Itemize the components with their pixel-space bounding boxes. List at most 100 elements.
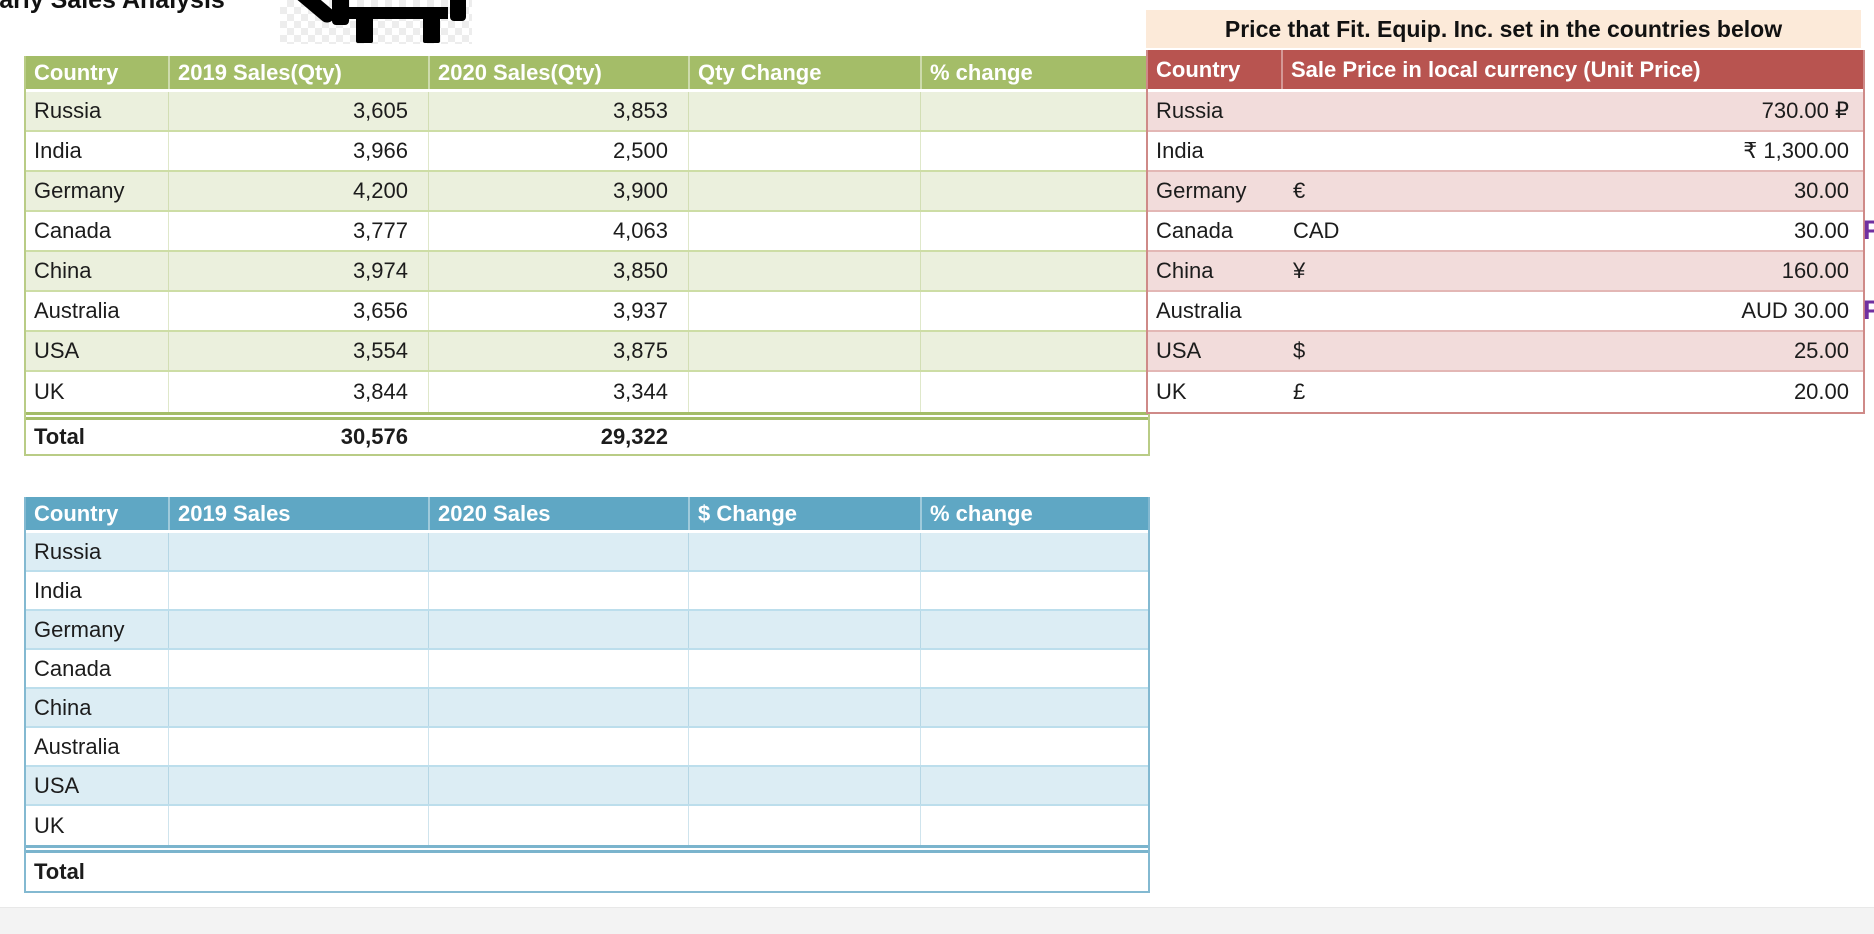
cell-pct-change[interactable] [920, 533, 1142, 570]
column-header-2020-sales-qty[interactable]: 2020 Sales(Qty) [428, 56, 688, 89]
cell-pct-change[interactable] [920, 372, 1142, 412]
cell-dollar-change[interactable] [688, 572, 920, 609]
cell-unit-price[interactable]: 730.00 ₽ [1281, 92, 1859, 130]
cell-country[interactable]: USA [34, 772, 80, 798]
cell-2019-sales[interactable] [168, 572, 428, 609]
fitness-equipment-icon[interactable] [280, 0, 472, 44]
cell-country[interactable]: Canada [1156, 218, 1234, 243]
cell-2020-sales[interactable] [428, 728, 688, 765]
cell-total-2020-sales[interactable] [428, 853, 688, 891]
cell-dollar-change[interactable] [688, 611, 920, 648]
cell-2020-qty[interactable]: 3,937 [428, 292, 688, 330]
cell-2020-sales[interactable] [428, 689, 688, 726]
cell-country[interactable]: UK [1156, 379, 1187, 404]
cell-2020-sales[interactable] [428, 533, 688, 570]
cell-2020-sales[interactable] [428, 767, 688, 804]
cell-2019-sales[interactable] [168, 611, 428, 648]
cell-country[interactable]: Germany [1156, 178, 1247, 203]
cell-qty-change[interactable] [688, 252, 920, 290]
cell-pct-change[interactable] [920, 611, 1142, 648]
column-header-country[interactable]: Country [34, 500, 119, 526]
column-header-2020-sales[interactable]: 2020 Sales [428, 497, 688, 530]
cell-2020-qty[interactable]: 3,853 [428, 92, 688, 130]
cell-qty-change[interactable] [688, 292, 920, 330]
cell-country[interactable]: India [34, 138, 82, 163]
cell-2019-sales[interactable] [168, 728, 428, 765]
cell-country[interactable]: China [1156, 258, 1214, 283]
cell-pct-change[interactable] [920, 132, 1142, 170]
column-header-2019-sales[interactable]: 2019 Sales [168, 497, 428, 530]
cell-pct-change[interactable] [920, 92, 1142, 130]
cell-unit-price[interactable]: £ 20.00 [1281, 372, 1859, 412]
cell-2019-qty[interactable]: 3,656 [168, 292, 428, 330]
column-header-qty-change[interactable]: Qty Change [688, 56, 920, 89]
cell-2020-sales[interactable] [428, 611, 688, 648]
cell-pct-change[interactable] [920, 689, 1142, 726]
cell-2019-sales[interactable] [168, 689, 428, 726]
cell-country[interactable]: USA [1156, 338, 1202, 363]
cell-total-2019-qty[interactable]: 30,576 [340, 424, 408, 449]
cell-country[interactable]: Russia [34, 98, 102, 123]
cell-2019-sales[interactable] [168, 767, 428, 804]
cell-country[interactable]: Germany [34, 178, 125, 203]
cell-total-2020-qty[interactable]: 29,322 [600, 424, 668, 449]
cell-total-pct-change[interactable] [920, 853, 1142, 891]
cell-2020-qty[interactable]: 3,875 [428, 332, 688, 370]
cell-total-pct-change[interactable] [920, 420, 1142, 454]
cell-2019-sales[interactable] [168, 533, 428, 570]
cell-pct-change[interactable] [920, 650, 1142, 687]
cell-2020-qty[interactable]: 4,063 [428, 212, 688, 250]
column-header-pct-change[interactable]: % change [920, 497, 1142, 530]
cell-qty-change[interactable] [688, 372, 920, 412]
cell-dollar-change[interactable] [688, 533, 920, 570]
cell-unit-price[interactable]: € 30.00 [1281, 172, 1859, 210]
cell-2019-qty[interactable]: 3,844 [168, 372, 428, 412]
column-header-sale-price[interactable]: Sale Price in local currency (Unit Price… [1281, 50, 1859, 89]
cell-country[interactable]: Australia [34, 733, 120, 759]
cell-unit-price[interactable]: AUD 30.00 [1281, 292, 1859, 330]
cell-unit-price[interactable]: ¥ 160.00 [1281, 252, 1859, 290]
cell-pct-change[interactable] [920, 332, 1142, 370]
cell-country[interactable]: Germany [34, 616, 125, 642]
column-header-pct-change[interactable]: % change [920, 56, 1142, 89]
cell-total-dollar-change[interactable] [688, 853, 920, 891]
cell-unit-price[interactable]: ₹ 1,300.00 [1281, 132, 1859, 170]
cell-pct-change[interactable] [920, 292, 1142, 330]
cell-country[interactable]: UK [34, 379, 65, 404]
cell-pct-change[interactable] [920, 212, 1142, 250]
cell-2019-sales[interactable] [168, 650, 428, 687]
cell-2020-sales[interactable] [428, 806, 688, 845]
cell-total-qty-change[interactable] [688, 420, 920, 454]
cell-pct-change[interactable] [920, 172, 1142, 210]
cell-country[interactable]: Canada [34, 655, 112, 681]
cell-2019-qty[interactable]: 3,605 [168, 92, 428, 130]
cell-country[interactable]: India [1156, 138, 1204, 163]
cell-pct-change[interactable] [920, 767, 1142, 804]
cell-total-label[interactable]: Total [34, 859, 85, 884]
cell-dollar-change[interactable] [688, 689, 920, 726]
cell-qty-change[interactable] [688, 172, 920, 210]
column-header-country[interactable]: Country [34, 59, 119, 85]
cell-total-2019-sales[interactable] [168, 853, 428, 891]
column-header-dollar-change[interactable]: $ Change [688, 497, 920, 530]
cell-unit-price[interactable]: CAD 30.00 [1281, 212, 1859, 250]
cell-2019-qty[interactable]: 3,966 [168, 132, 428, 170]
cell-pct-change[interactable] [920, 728, 1142, 765]
column-header-country[interactable]: Country [1156, 56, 1241, 82]
cell-total-label[interactable]: Total [34, 424, 85, 449]
cell-pct-change[interactable] [920, 252, 1142, 290]
cell-country[interactable]: Canada [34, 218, 112, 243]
cell-2019-qty[interactable]: 3,554 [168, 332, 428, 370]
cell-dollar-change[interactable] [688, 728, 920, 765]
cell-dollar-change[interactable] [688, 806, 920, 845]
cell-2019-sales[interactable] [168, 806, 428, 845]
cell-2019-qty[interactable]: 3,777 [168, 212, 428, 250]
cell-country[interactable]: USA [34, 338, 80, 363]
cell-pct-change[interactable] [920, 806, 1142, 845]
cell-pct-change[interactable] [920, 572, 1142, 609]
column-header-2019-sales-qty[interactable]: 2019 Sales(Qty) [168, 56, 428, 89]
cell-2020-qty[interactable]: 3,850 [428, 252, 688, 290]
cell-unit-price[interactable]: $ 25.00 [1281, 332, 1859, 370]
cell-2020-sales[interactable] [428, 650, 688, 687]
cell-2019-qty[interactable]: 4,200 [168, 172, 428, 210]
